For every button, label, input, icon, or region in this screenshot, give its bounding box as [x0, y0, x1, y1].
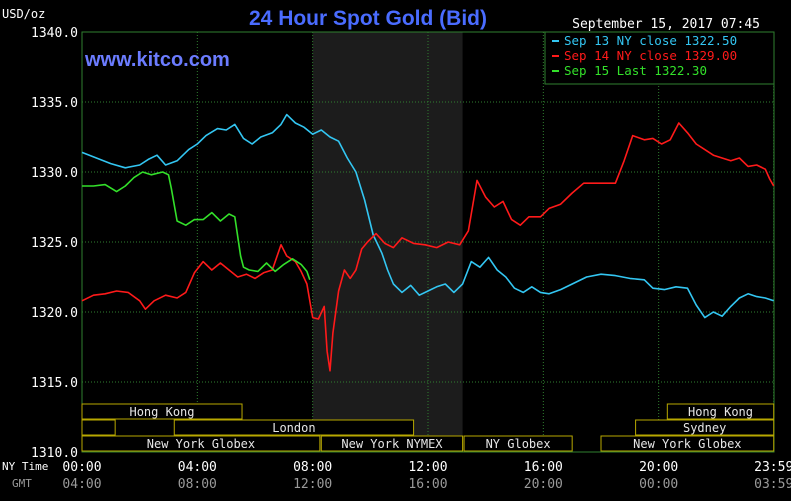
y-tick-label: 1320.0: [31, 306, 78, 321]
session-label: Sydney: [683, 421, 726, 435]
x-tick-label-gmt: 12:00: [293, 477, 332, 492]
market-sessions: Hong Kong London New York Globex New York N…: [81, 403, 775, 452]
x-tick-label-gmt: 16:00: [408, 477, 447, 492]
session-label: Hong Kong: [688, 405, 753, 419]
session-label: London: [272, 421, 315, 435]
y-tick-label: 1315.0: [31, 376, 78, 391]
session-label: NY Globex: [486, 437, 551, 451]
legend-label: Sep 15 Last 1322.30: [564, 63, 707, 78]
legend-entry: Sep 13 NY close 1322.50: [552, 33, 737, 48]
x-tick-label-gmt: 20:00: [524, 477, 563, 492]
session-label: New York Globex: [147, 437, 255, 451]
x-tick-label-gmt: 04:00: [62, 477, 101, 492]
x-tick-label-gmt: 00:00: [639, 477, 678, 492]
session-box: [600, 435, 775, 452]
x-tick-label-ny: 04:00: [178, 460, 217, 475]
x-tick-label-ny: 08:00: [293, 460, 332, 475]
session-label: New York Globex: [633, 437, 741, 451]
gridlines: [81, 31, 775, 453]
session-bar: New York NYMEX: [320, 435, 464, 452]
y-tick-label: 1340.0: [31, 26, 78, 41]
session-box: [666, 403, 775, 420]
y-tick-label: 1330.0: [31, 166, 78, 181]
y-tick-label: 1335.0: [31, 96, 78, 111]
y-tick-label: 1325.0: [31, 236, 78, 251]
session-label: Hong Kong: [129, 405, 194, 419]
x-axis-ny-label: NY Time: [2, 460, 48, 473]
x-tick-label-gmt: 03:59: [754, 477, 791, 492]
x-tick-label-ny: 20:00: [639, 460, 678, 475]
legend-label: Sep 13 NY close 1322.50: [564, 33, 737, 48]
session-bar: [81, 419, 116, 436]
session-bar: NY Globex: [463, 435, 573, 452]
session-bar: Hong Kong: [81, 403, 243, 420]
session-box: [173, 419, 415, 436]
session-box: [81, 419, 116, 436]
x-tick-label-gmt: 08:00: [178, 477, 217, 492]
legend-box: [544, 31, 775, 85]
x-axis-ticks: 00:00 04:00 08:00 12:00 16:00 20:00 23:59 04:00…: [62, 460, 791, 492]
plot-frame: [81, 31, 775, 453]
x-axis-gmt-label: GMT: [12, 477, 32, 490]
session-box: [320, 435, 464, 452]
x-tick-label-ny: 23:59: [754, 460, 791, 475]
x-tick-label-ny: 16:00: [524, 460, 563, 475]
y-tick-label: 1310.0: [31, 446, 78, 461]
x-tick-label-ny: 00:00: [62, 460, 101, 475]
series-line: [82, 171, 311, 281]
session-bar: Hong Kong: [666, 403, 775, 420]
session-bar: Sydney: [635, 419, 775, 436]
x-tick-label-ny: 12:00: [408, 460, 447, 475]
series-line: [81, 113, 774, 319]
series-lines: [81, 113, 775, 372]
unit-label: USD/oz: [2, 7, 45, 21]
y-axis-ticks: 1340.0 1335.0 1330.0 1325.0 1320.0 1315.0 1310…: [31, 26, 78, 461]
session-box: [81, 403, 243, 420]
session-bar: London: [173, 419, 415, 436]
session-bar: New York Globex: [600, 435, 775, 452]
legend-entry: Sep 14 NY close 1329.00: [552, 48, 737, 63]
legend-entry: Sep 15 Last 1322.30: [552, 63, 707, 78]
timestamp: September 15, 2017 07:45: [572, 17, 760, 32]
session-box: [463, 435, 573, 452]
session-box: [635, 419, 775, 436]
session-box: [81, 435, 321, 452]
nymex-shaded-region: [312, 32, 463, 452]
legend-label: Sep 14 NY close 1329.00: [564, 48, 737, 63]
series-line: [81, 122, 775, 372]
session-label: New York NYMEX: [341, 437, 443, 451]
website-label: www.kitco.com: [84, 49, 230, 71]
session-bar: New York Globex: [81, 435, 321, 452]
chart-title: 24 Hour Spot Gold (Bid): [249, 7, 487, 30]
